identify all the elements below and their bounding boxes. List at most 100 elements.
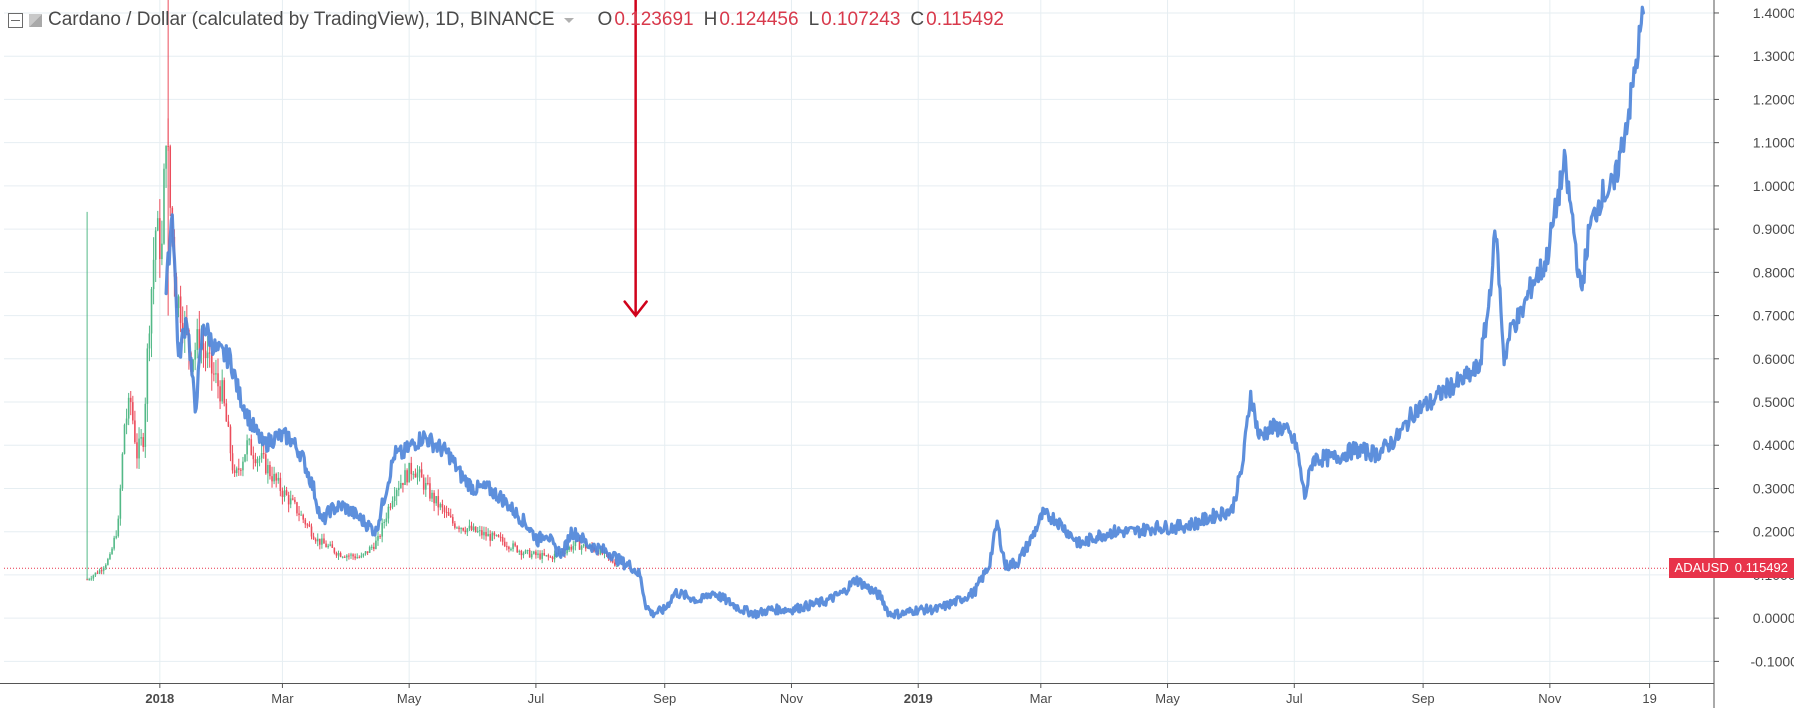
close-value: 0.115492: [926, 9, 1004, 30]
candle-body: [485, 532, 487, 537]
candle-body: [136, 442, 138, 459]
symbol-title[interactable]: Cardano / Dollar (calculated by TradingV…: [48, 9, 555, 30]
candle-body: [383, 521, 386, 523]
candle-body: [219, 386, 221, 402]
candle-body: [462, 527, 464, 531]
x-tick-label: Sep: [1412, 691, 1435, 706]
candle-body: [614, 562, 616, 566]
candle-body: [102, 567, 105, 571]
candle-body: [481, 530, 483, 536]
candle-body: [192, 359, 194, 372]
candle-body: [431, 492, 433, 499]
candle-body: [210, 352, 213, 374]
candle-body: [479, 530, 481, 532]
candle-body: [148, 333, 151, 349]
candle-body: [489, 533, 491, 541]
candle-body: [256, 459, 259, 464]
candle-body: [568, 546, 570, 550]
candle-body: [547, 555, 550, 557]
candle-body: [231, 453, 234, 471]
candle-body: [316, 538, 319, 542]
candle-body: [146, 348, 149, 404]
collapse-icon[interactable]: [8, 12, 23, 28]
candle-body: [503, 541, 506, 547]
candle-body: [404, 470, 406, 485]
candle-body: [277, 477, 280, 481]
candle-body: [165, 145, 167, 169]
candle-body: [115, 536, 117, 538]
candle-body: [356, 557, 359, 559]
candle-body: [501, 537, 504, 542]
candle-body: [213, 373, 215, 375]
candle-body: [468, 525, 471, 529]
candle-body: [90, 578, 93, 580]
candle-body: [387, 506, 390, 519]
candle-body: [395, 490, 398, 497]
price-tag-value: 0.115492: [1734, 560, 1788, 576]
candle-body: [254, 459, 257, 464]
candle-body: [223, 380, 226, 404]
candle-body: [123, 424, 126, 454]
overlay-line: [164, 5, 1645, 620]
candle-body: [354, 556, 356, 559]
arrow-annotation[interactable]: [623, 0, 648, 318]
candle-body: [377, 535, 379, 541]
candle-body: [161, 243, 163, 260]
candle-body: [215, 373, 217, 375]
y-tick-label: 0.700000: [1753, 308, 1794, 324]
candle-body: [198, 329, 201, 350]
candle-body: [264, 454, 267, 474]
candle-body: [100, 570, 103, 572]
candle-body: [208, 352, 211, 354]
candle-body: [582, 544, 585, 547]
x-axis[interactable]: 2018 Mar May Jul Sep Nov 2019 Mar May Jul Sep Nov 19: [145, 683, 1657, 706]
candle-body: [487, 533, 489, 537]
candle-body: [437, 496, 440, 508]
candle-body: [408, 462, 410, 483]
candle-body: [233, 470, 236, 474]
candle-body: [539, 553, 541, 559]
candle-body: [302, 514, 304, 520]
candle-body: [533, 551, 535, 554]
y-tick-label: 0.600000: [1753, 351, 1794, 367]
candle-body: [433, 492, 435, 504]
chevron-down-icon[interactable]: [563, 17, 574, 23]
candle-body: [323, 538, 325, 544]
candle-body: [300, 514, 302, 516]
candle-body: [325, 543, 327, 548]
y-tick-label: 1.300000: [1753, 48, 1794, 64]
candle-body: [416, 472, 419, 478]
candle-body: [443, 507, 446, 512]
candle-body: [119, 488, 122, 519]
open-value: 0.123691: [614, 9, 694, 30]
overlay-series: [164, 5, 1645, 620]
candle-body: [248, 439, 250, 441]
candle-body: [526, 550, 529, 552]
candle-body: [512, 543, 514, 550]
candle-body: [260, 453, 263, 459]
candle-body: [541, 552, 543, 559]
y-tick-label: 0.800000: [1753, 264, 1794, 280]
candle-body: [391, 501, 394, 508]
candle-body: [221, 380, 223, 402]
candle-body: [439, 504, 442, 508]
y-tick-label: 0.900000: [1753, 221, 1794, 237]
candle-body: [304, 519, 307, 525]
candle-body: [271, 476, 273, 482]
y-tick-label: 1.000000: [1753, 178, 1794, 194]
candle-body: [94, 572, 97, 576]
candle-body: [289, 498, 292, 505]
candle-body: [381, 522, 383, 537]
candle-body: [451, 517, 454, 524]
candle-body: [441, 504, 444, 508]
candle-body: [321, 538, 323, 545]
candle-body: [337, 553, 340, 556]
candle-body: [331, 544, 334, 548]
candle-body: [393, 496, 396, 502]
candle-body: [339, 553, 342, 557]
candle-body: [493, 532, 496, 536]
candle-body: [329, 544, 332, 546]
candle-body: [132, 402, 134, 421]
